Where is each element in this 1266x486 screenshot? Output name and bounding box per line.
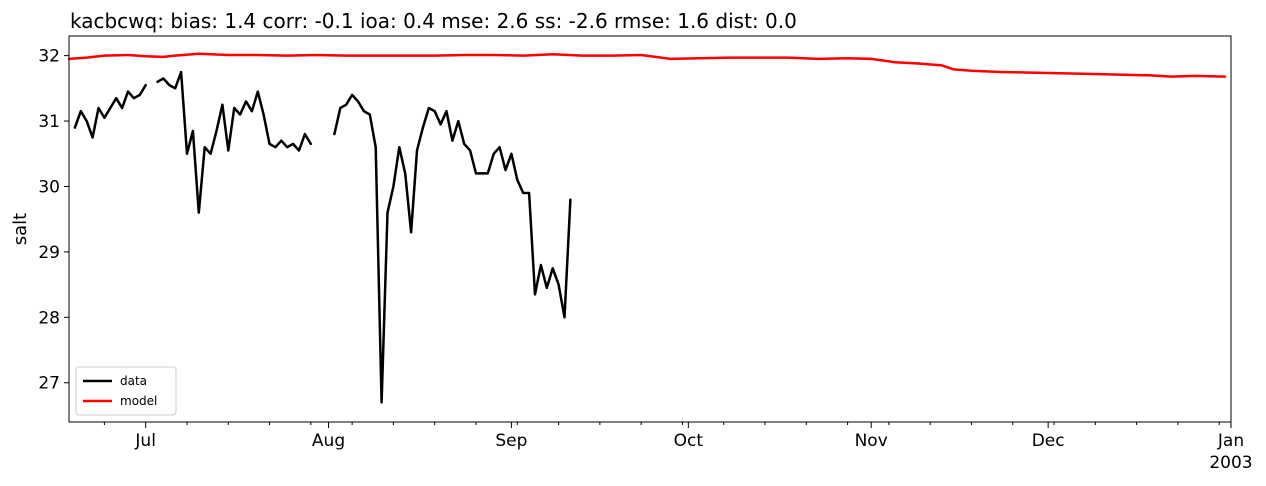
- x-tick-label: Sep: [495, 431, 527, 451]
- x-tick-label: Oct: [674, 431, 704, 451]
- model-series-line: [67, 52, 1227, 78]
- data-series-line: [73, 83, 147, 139]
- x-tick-label: Jan: [1217, 431, 1244, 451]
- x-year-label: 2003: [1209, 453, 1252, 473]
- y-tick-label: 30: [38, 177, 60, 197]
- x-tick-label: Aug: [312, 431, 345, 451]
- y-axis-label: salt: [10, 213, 31, 245]
- y-tick-label: 27: [38, 374, 60, 394]
- y-tick-label: 29: [38, 243, 60, 263]
- legend: data model: [75, 366, 177, 416]
- data-legend-label: data: [120, 374, 147, 388]
- model-legend-label: model: [120, 394, 157, 408]
- plot-frame: [68, 35, 1232, 423]
- legend-box: [75, 366, 177, 416]
- y-tick-label: 32: [38, 47, 60, 67]
- chart-title: kacbcwq: bias: 1.4 corr: -0.1 ioa: 0.4 m…: [70, 9, 797, 33]
- y-tick-label: 31: [38, 112, 60, 132]
- x-tick-label: Nov: [855, 431, 888, 451]
- x-tick-label: Dec: [1032, 431, 1065, 451]
- x-tick-label: Jul: [134, 431, 156, 451]
- data-series-line: [156, 70, 313, 214]
- series-layer: [67, 52, 1227, 404]
- y-tick-label: 28: [38, 308, 60, 328]
- data-series-line: [333, 93, 572, 404]
